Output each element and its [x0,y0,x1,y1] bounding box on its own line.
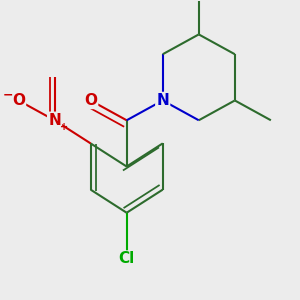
Text: N: N [156,93,169,108]
Text: N: N [48,113,61,128]
Text: O: O [84,93,97,108]
Text: +: + [60,122,68,132]
Text: Cl: Cl [118,251,135,266]
Text: −: − [3,88,13,101]
Text: O: O [12,93,25,108]
